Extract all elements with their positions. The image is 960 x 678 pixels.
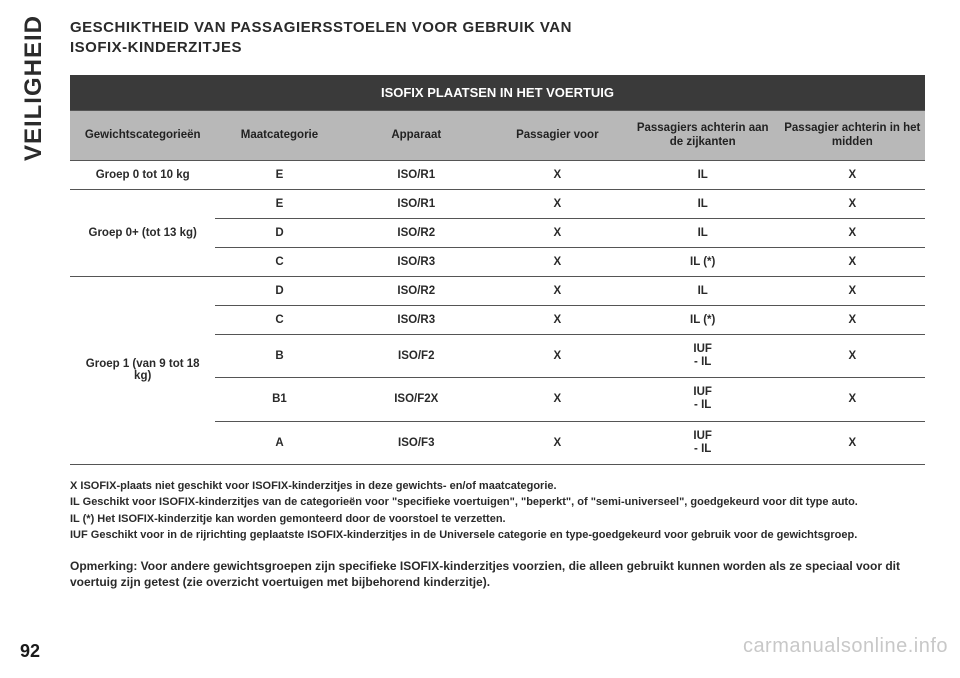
cell: B1 <box>215 378 343 421</box>
cell: C <box>215 305 343 334</box>
cell: ISO/F2X <box>344 378 489 421</box>
cell: ISO/R2 <box>344 218 489 247</box>
legend-line: IL (*) Het ISOFIX-kinderzitje kan worden… <box>70 512 925 527</box>
cell-line1: IUF <box>693 430 712 442</box>
group-cell: Groep 0 tot 10 kg <box>70 160 215 189</box>
cell: ISO/F2 <box>344 334 489 377</box>
group-cell: Groep 1 (van 9 tot 18 kg) <box>70 276 215 464</box>
cell: ISO/R3 <box>344 305 489 334</box>
cell: X <box>780 276 925 305</box>
table-row: Groep 0 tot 10 kg E ISO/R1 X IL X <box>70 160 925 189</box>
cell: IL <box>626 276 780 305</box>
cell: A <box>215 421 343 464</box>
cell: IL (*) <box>626 305 780 334</box>
cell: X <box>780 247 925 276</box>
cell: X <box>489 305 626 334</box>
isofix-table: ISOFIX PLAATSEN IN HET VOERTUIG Gewichts… <box>70 75 925 465</box>
cell: X <box>780 160 925 189</box>
cell: ISO/R1 <box>344 160 489 189</box>
cell: IL <box>626 218 780 247</box>
cell: ISO/R2 <box>344 276 489 305</box>
cell: IL (*) <box>626 247 780 276</box>
legend-line: IUF Geschikt voor in de rijrichting gepl… <box>70 528 925 543</box>
watermark-text: carmanualsonline.info <box>743 635 948 658</box>
table-row: Groep 0+ (tot 13 kg) E ISO/R1 X IL X <box>70 189 925 218</box>
sidebar-section-label: VEILIGHEID <box>20 15 48 161</box>
col-apparaat: Apparaat <box>344 111 489 161</box>
cell: X <box>780 189 925 218</box>
legend-block: X ISOFIX-plaats niet geschikt voor ISOFI… <box>70 479 925 544</box>
page-title: GESCHIKTHEID VAN PASSAGIERSSTOELEN VOOR … <box>70 18 925 57</box>
col-midden: Passagier achterin in het midden <box>780 111 925 161</box>
table-top-header: ISOFIX PLAATSEN IN HET VOERTUIG <box>70 75 925 111</box>
legend-line: IL Geschikt voor ISOFIX-kinderzitjes van… <box>70 495 925 510</box>
cell: B <box>215 334 343 377</box>
cell: IUF - IL <box>626 378 780 421</box>
col-maat: Maatcategorie <box>215 111 343 161</box>
page-number: 92 <box>20 641 40 662</box>
cell: ISO/F3 <box>344 421 489 464</box>
cell: E <box>215 160 343 189</box>
cell: C <box>215 247 343 276</box>
table-row: Groep 1 (van 9 tot 18 kg) D ISO/R2 X IL … <box>70 276 925 305</box>
cell: IL <box>626 189 780 218</box>
note-text: Opmerking: Voor andere gewichtsgroepen z… <box>70 558 925 592</box>
cell: IL <box>626 160 780 189</box>
cell: X <box>489 160 626 189</box>
cell: ISO/R1 <box>344 189 489 218</box>
col-gewicht: Gewichtscategorieën <box>70 111 215 161</box>
legend-line: X ISOFIX-plaats niet geschikt voor ISOFI… <box>70 479 925 494</box>
cell-line1: IUF <box>693 343 712 355</box>
cell: IUF - IL <box>626 334 780 377</box>
col-zijkanten: Passagiers achterin aan de zijkanten <box>626 111 780 161</box>
group-cell: Groep 0+ (tot 13 kg) <box>70 189 215 276</box>
cell: X <box>780 218 925 247</box>
cell: D <box>215 276 343 305</box>
cell: X <box>489 247 626 276</box>
cell: X <box>489 189 626 218</box>
cell-line2: - IL <box>694 399 711 411</box>
cell: X <box>489 276 626 305</box>
cell: X <box>780 334 925 377</box>
cell: E <box>215 189 343 218</box>
heading-line-2: ISOFIX-KINDERZITJES <box>70 39 242 56</box>
col-voor: Passagier voor <box>489 111 626 161</box>
cell: IUF - IL <box>626 421 780 464</box>
cell: X <box>489 421 626 464</box>
cell-line2: - IL <box>694 443 711 455</box>
page-content: GESCHIKTHEID VAN PASSAGIERSSTOELEN VOOR … <box>70 18 925 591</box>
cell: X <box>780 421 925 464</box>
cell: D <box>215 218 343 247</box>
heading-line-1: GESCHIKTHEID VAN PASSAGIERSSTOELEN VOOR … <box>70 19 572 36</box>
cell: X <box>489 334 626 377</box>
cell: X <box>780 305 925 334</box>
cell: ISO/R3 <box>344 247 489 276</box>
cell-line1: IUF <box>693 386 712 398</box>
cell: X <box>780 378 925 421</box>
cell-line2: - IL <box>694 356 711 368</box>
cell: X <box>489 378 626 421</box>
cell: X <box>489 218 626 247</box>
